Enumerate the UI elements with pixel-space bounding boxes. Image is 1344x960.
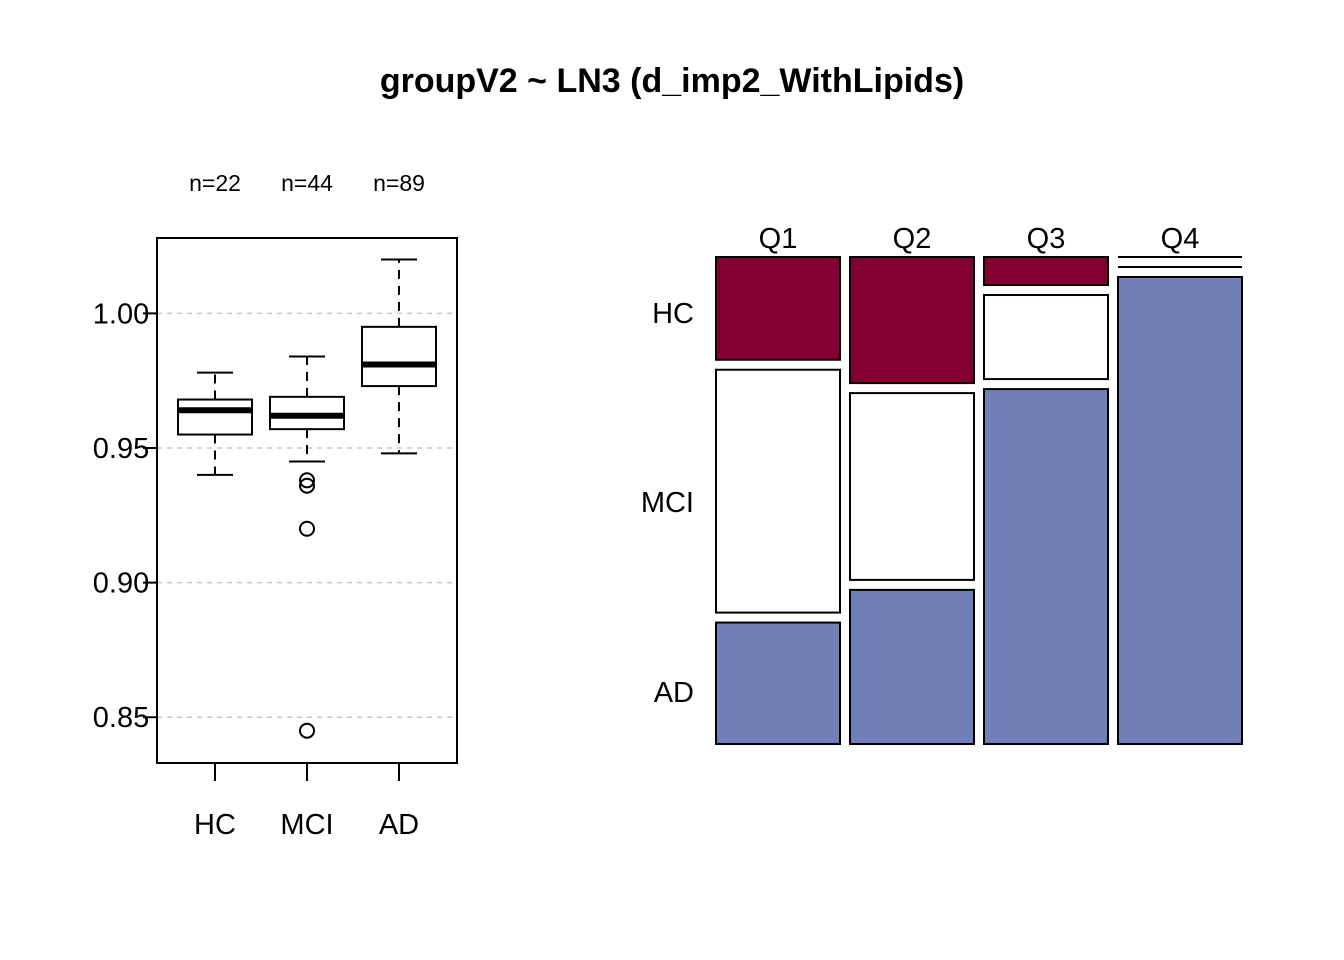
boxplot-boxes [177, 258, 437, 739]
row-label: HC [652, 298, 694, 330]
iqr-box [177, 398, 253, 436]
y-tick-label: 0.95 [93, 433, 149, 465]
iqr-box [361, 325, 437, 388]
count-label: n=44 [281, 170, 333, 196]
mosaic-tile [715, 368, 841, 614]
column-label: Q1 [759, 223, 798, 255]
outlier-point [299, 520, 315, 537]
y-tick-label: 0.85 [93, 702, 149, 734]
count-label: n=89 [373, 170, 425, 196]
mosaic-tile [715, 621, 841, 746]
row-label: AD [654, 677, 694, 709]
outlier-point [299, 722, 315, 739]
mosaic-tile [983, 294, 1109, 381]
outlier-point [299, 477, 315, 494]
mosaic-panel: Q1 Q2 Q3 Q4 HC MCI AD [641, 223, 1243, 746]
count-label: n=22 [189, 170, 241, 196]
x-tick-label: MCI [280, 809, 333, 841]
mosaic-tile [715, 256, 841, 361]
mosaic-tile [849, 392, 975, 581]
x-tick-label: AD [379, 809, 419, 841]
y-tick-label: 1.00 [93, 298, 149, 330]
mosaic-tile [983, 256, 1109, 287]
chart-title: groupV2 ~ LN3 (d_imp2_WithLipids) [380, 62, 964, 100]
outlier-point [299, 472, 315, 489]
row-label: MCI [641, 487, 694, 519]
boxplot-y-axis: 0.85 0.90 0.95 1.00 [93, 298, 157, 734]
column-label: Q2 [893, 223, 932, 255]
x-tick-label: HC [194, 809, 236, 841]
mosaic-tile [983, 388, 1109, 745]
boxplot-frame [156, 237, 458, 764]
mosaic-tile [1117, 276, 1243, 745]
boxplot-panel: 0.85 0.90 0.95 1.00 HC MCI AD n=22 n=44 n=89 [93, 170, 458, 841]
mosaic-tile [849, 588, 975, 746]
mosaic-tile [849, 256, 975, 385]
boxplot-counts: n=22 n=44 n=89 [189, 170, 425, 196]
column-label: Q3 [1027, 223, 1066, 255]
column-label: Q4 [1161, 223, 1200, 255]
boxplot-x-axis: HC MCI AD [194, 763, 419, 841]
y-tick-label: 0.90 [93, 568, 149, 600]
